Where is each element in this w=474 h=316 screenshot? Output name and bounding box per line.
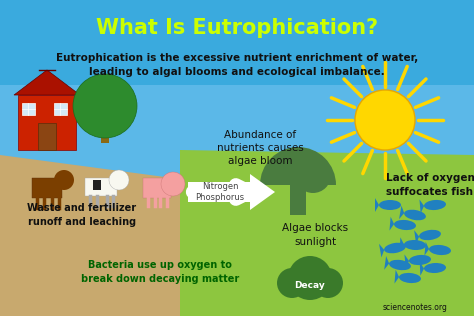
- Polygon shape: [419, 199, 424, 213]
- Circle shape: [73, 74, 137, 138]
- Bar: [188, 182, 253, 202]
- Bar: [290, 185, 306, 215]
- Polygon shape: [414, 230, 419, 244]
- Ellipse shape: [424, 200, 446, 210]
- Polygon shape: [375, 198, 379, 212]
- Polygon shape: [143, 178, 171, 198]
- Ellipse shape: [379, 200, 401, 210]
- Ellipse shape: [409, 255, 431, 265]
- Polygon shape: [32, 178, 62, 198]
- Text: Bacteria use up oxygen to
break down decaying matter: Bacteria use up oxygen to break down dec…: [81, 260, 239, 283]
- Circle shape: [109, 170, 129, 190]
- Bar: [38, 123, 56, 150]
- Polygon shape: [250, 174, 275, 210]
- Wedge shape: [260, 147, 336, 185]
- Bar: [54, 103, 67, 115]
- Polygon shape: [404, 254, 409, 268]
- Ellipse shape: [429, 245, 451, 255]
- Ellipse shape: [404, 240, 426, 250]
- Ellipse shape: [419, 230, 441, 240]
- Circle shape: [313, 268, 343, 298]
- Text: Algae blocks
sunlight: Algae blocks sunlight: [282, 223, 348, 246]
- Polygon shape: [384, 256, 389, 270]
- Polygon shape: [399, 206, 404, 219]
- Bar: [18, 95, 76, 150]
- Text: Decay: Decay: [295, 281, 325, 289]
- Text: Lack of oxygen
suffocates fish: Lack of oxygen suffocates fish: [385, 173, 474, 197]
- Circle shape: [355, 90, 415, 150]
- Circle shape: [54, 170, 74, 190]
- Polygon shape: [400, 237, 404, 251]
- Text: Abundance of
nutrients causes
algae bloom: Abundance of nutrients causes algae bloo…: [217, 130, 303, 166]
- Ellipse shape: [424, 263, 446, 273]
- Text: Eutrophication is the excessive nutrient enrichment of water,
leading to algal b: Eutrophication is the excessive nutrient…: [56, 53, 418, 77]
- Ellipse shape: [394, 220, 416, 230]
- Polygon shape: [419, 262, 424, 276]
- Text: What Is Eutrophication?: What Is Eutrophication?: [96, 18, 378, 38]
- Polygon shape: [390, 217, 394, 231]
- Polygon shape: [379, 244, 384, 258]
- Circle shape: [288, 256, 332, 300]
- Ellipse shape: [404, 210, 426, 220]
- Bar: [101, 108, 109, 143]
- Polygon shape: [93, 180, 101, 190]
- Polygon shape: [85, 178, 117, 196]
- Ellipse shape: [384, 243, 406, 253]
- Circle shape: [161, 172, 185, 196]
- Ellipse shape: [389, 260, 411, 270]
- Polygon shape: [180, 150, 474, 316]
- Polygon shape: [14, 70, 80, 95]
- Text: sciencenotes.org: sciencenotes.org: [383, 303, 447, 313]
- Text: Waste and fertilizer
runoff and leaching: Waste and fertilizer runoff and leaching: [27, 204, 137, 227]
- Polygon shape: [0, 0, 474, 85]
- Bar: [22, 103, 35, 115]
- Text: Nitrogen
Phosphorus: Nitrogen Phosphorus: [195, 182, 245, 202]
- Polygon shape: [424, 242, 429, 256]
- Polygon shape: [394, 270, 399, 283]
- Ellipse shape: [399, 273, 421, 283]
- Circle shape: [295, 157, 331, 193]
- Polygon shape: [0, 155, 474, 316]
- Circle shape: [277, 268, 307, 298]
